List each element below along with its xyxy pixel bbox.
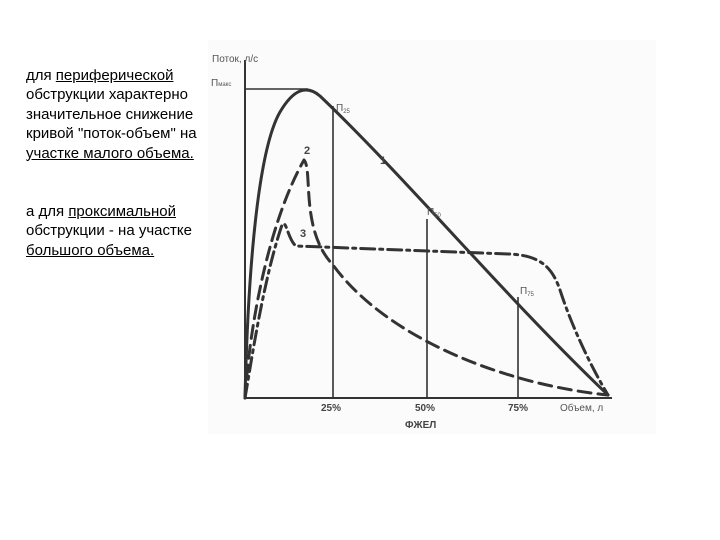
curve-2-label: 2 xyxy=(304,145,310,157)
p25-label: П25 xyxy=(336,103,351,115)
paragraph-peripheral: для периферической обструкции характерно… xyxy=(26,66,216,163)
x-axis-label: Объем, л xyxy=(560,402,603,414)
y-axis-label: Поток, л/с xyxy=(212,54,258,65)
underlined-large-volume: большого объема. xyxy=(26,241,155,259)
text-fragment: обструкции характерно значительное сниже… xyxy=(26,86,197,143)
text-fragment: для xyxy=(26,67,56,84)
flow-volume-svg: Поток, л/с Объем, л ФЖЕЛ 25% 50% 75% Пма… xyxy=(211,54,612,431)
p50-label: П50 xyxy=(427,207,442,219)
curve-3-proximal xyxy=(243,222,610,400)
curve-1-label: 1 xyxy=(380,155,386,167)
description-text: для периферической обструкции характерно… xyxy=(26,66,216,260)
pmax-label: Пмакс xyxy=(211,78,231,89)
underlined-term-peripheral: периферической xyxy=(55,67,174,84)
fvc-caption: ФЖЕЛ xyxy=(405,420,436,431)
paragraph-proximal: а для проксимальной обструкции - на учас… xyxy=(26,202,216,260)
tick-label-75: 75% xyxy=(508,403,528,414)
tick-label-50: 50% xyxy=(415,403,435,414)
text-fragment: а для xyxy=(26,203,69,221)
p75-label: П75 xyxy=(520,286,535,298)
flow-volume-diagram: Поток, л/с Объем, л ФЖЕЛ 25% 50% 75% Пма… xyxy=(208,40,656,434)
tick-label-25: 25% xyxy=(321,403,341,414)
text-fragment: обструкции - на участке xyxy=(26,222,192,240)
curve-1-normal xyxy=(243,88,610,400)
underlined-small-volume: участке малого объема. xyxy=(26,144,194,162)
curve-3-label: 3 xyxy=(300,228,306,240)
underlined-term-proximal: проксимальной xyxy=(68,203,176,221)
curve-2-peripheral xyxy=(243,158,610,400)
